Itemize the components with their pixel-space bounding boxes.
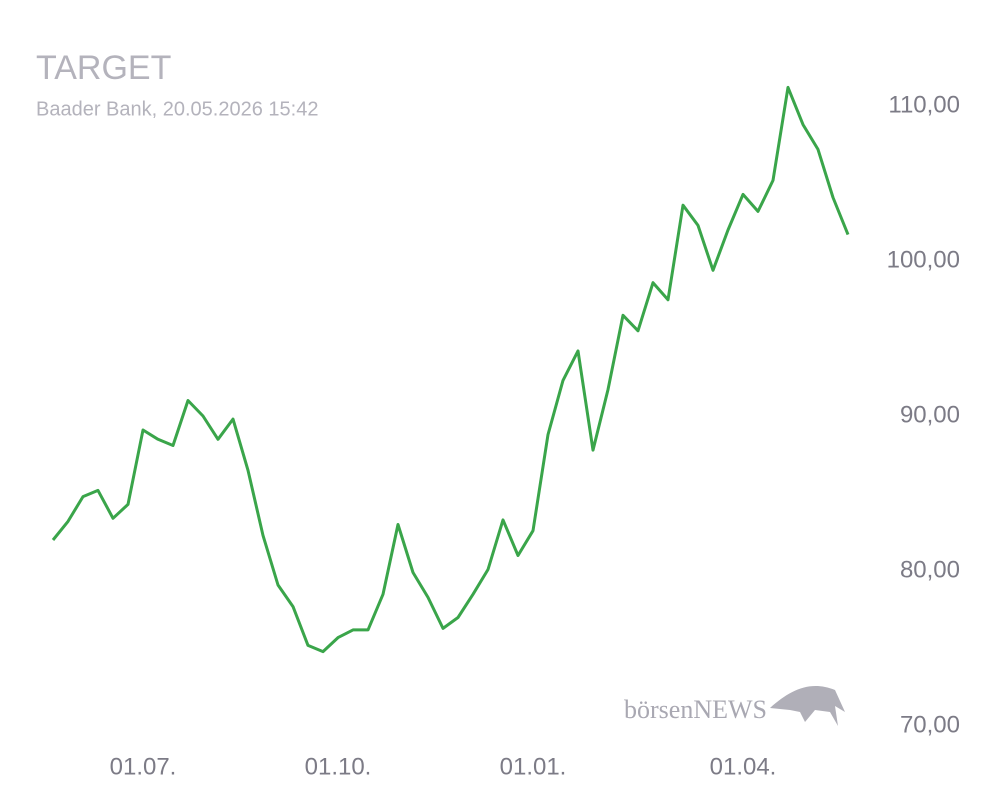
x-tick-label: 01.01. xyxy=(500,753,567,780)
x-tick-label: 01.07. xyxy=(110,753,177,780)
y-tick-label: 90,00 xyxy=(900,401,960,428)
price-line xyxy=(51,85,850,654)
y-tick-label: 70,00 xyxy=(900,711,960,738)
y-tick-label: 110,00 xyxy=(888,91,960,118)
bull-logo xyxy=(770,686,845,726)
chart-title: TARGET xyxy=(36,49,171,87)
chart-subtitle: Baader Bank, 20.05.2026 15:42 xyxy=(36,98,318,120)
y-tick-label: 80,00 xyxy=(900,556,960,583)
watermark: börsenNEWS xyxy=(624,695,767,724)
x-tick-label: 01.04. xyxy=(710,753,777,780)
x-tick-label: 01.10. xyxy=(305,753,372,780)
y-tick-label: 100,00 xyxy=(887,246,960,273)
